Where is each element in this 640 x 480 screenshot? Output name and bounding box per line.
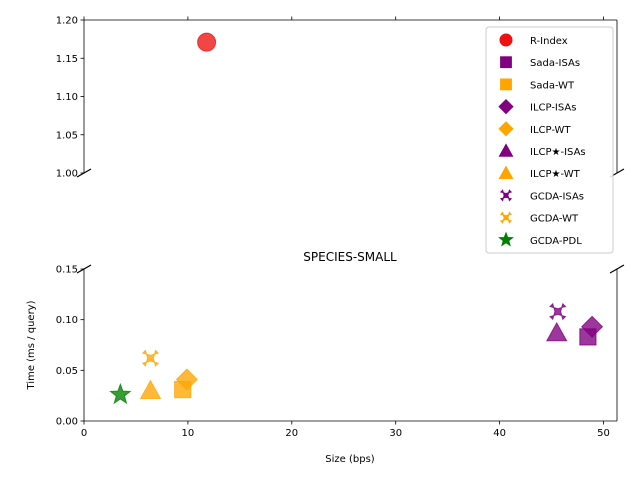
y-tick-label: 0.00 <box>56 417 78 428</box>
data-point-ilcp-isas <box>545 321 568 342</box>
legend-marker-ilcp-wt <box>498 121 514 137</box>
lower-panel: 0.00 0.05 0.10 0.15 0 10 20 30 40 50 <box>56 264 625 439</box>
legend-label-sada-wt: Sada-WT <box>530 80 575 91</box>
x-tick-label: 10 <box>182 428 195 439</box>
legend-label-gcda-pdl: GCDA-PDL <box>530 236 582 247</box>
y-tick-label: 1.00 <box>56 169 78 180</box>
x-tick-label: 20 <box>285 428 298 439</box>
legend-marker-gcda-pdl <box>498 231 514 247</box>
y-tick-label: 1.10 <box>56 92 78 103</box>
legend-label-gcda-isas: GCDA-ISAs <box>530 191 584 202</box>
data-point-gcda-isas <box>549 302 567 321</box>
x-axis-label: Size (bps) <box>325 454 375 465</box>
chart-title: SPECIES-SMALL <box>303 250 397 264</box>
legend-marker-sada-isas <box>500 56 512 69</box>
y-tick-label: 0.05 <box>56 366 78 377</box>
legend-label-gcda-wt: GCDA-WT <box>530 214 579 225</box>
y-axis-label: Time (ms / query) <box>26 300 37 390</box>
data-point-ilcp-wt <box>175 368 198 391</box>
data-point-ilcp-wt <box>139 379 162 400</box>
legend-label-sada-isas: Sada-ISAs <box>530 58 580 69</box>
data-point-ilcp-isas <box>581 315 604 338</box>
legend-marker-gcda-isas <box>499 189 513 202</box>
legend-label-ilcp-wt: ILCP★-WT <box>530 169 581 180</box>
legend-label-ilcp-isas: ILCP-ISAs <box>530 103 576 114</box>
data-point-gcda-wt <box>141 349 160 367</box>
data-point-gcda-pdl <box>109 382 132 405</box>
x-tick-label: 0 <box>81 428 87 439</box>
y-tick-label: 1.05 <box>56 130 78 141</box>
legend: R-Index Sada-ISAs Sada-WT ILCP-ISAs ILCP-WT I… <box>485 26 614 254</box>
y-tick-label: 1.20 <box>56 16 78 27</box>
legend-label-ilcp-wt: ILCP-WT <box>530 125 571 136</box>
x-tick-label: 30 <box>389 428 402 439</box>
x-tick-label: 40 <box>493 428 506 439</box>
y-tick-label: 0.15 <box>56 265 78 276</box>
legend-marker-ilcp-wt <box>498 165 514 179</box>
axis-break-mark <box>609 264 625 274</box>
y-tick-label: 0.10 <box>56 315 78 326</box>
legend-label-r-index: R-Index <box>530 36 568 47</box>
upper-panel: 1.00 1.05 1.10 1.15 1.20 <box>56 16 625 180</box>
legend-frame <box>485 26 614 254</box>
legend-marker-r-index <box>499 33 513 47</box>
x-tick-label: 50 <box>597 428 610 439</box>
legend-marker-ilcp-isas <box>498 98 514 115</box>
y-tick-label: 1.15 <box>56 54 78 65</box>
legend-marker-gcda-wt <box>499 211 513 224</box>
legend-marker-ilcp-isas <box>498 143 514 157</box>
legend-marker-sada-wt <box>500 78 512 91</box>
data-point-r-index <box>197 32 217 52</box>
legend-label-ilcp-isas: ILCP★-ISAs <box>530 147 586 158</box>
